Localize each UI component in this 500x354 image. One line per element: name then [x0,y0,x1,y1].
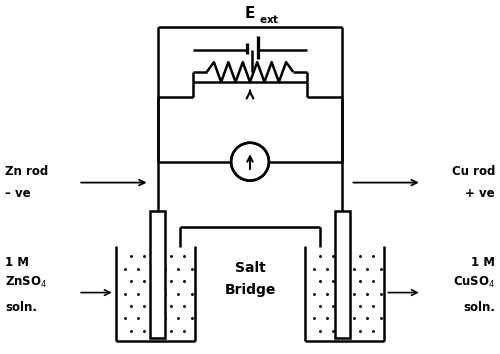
Text: – ve: – ve [5,187,30,200]
Text: Salt: Salt [234,261,266,275]
Text: $\mathbf{E}$: $\mathbf{E}$ [244,5,255,21]
Text: Cu rod: Cu rod [452,165,495,178]
Text: CuSO$_4$: CuSO$_4$ [452,275,495,290]
Circle shape [232,143,268,180]
Bar [334,211,349,338]
Text: Zn rod: Zn rod [5,165,49,178]
Text: soln.: soln. [463,301,495,314]
Text: ZnSO$_4$: ZnSO$_4$ [5,275,48,290]
Text: Bridge: Bridge [224,282,276,297]
Text: $\mathbf{ext}$: $\mathbf{ext}$ [259,13,280,25]
Text: 1 M: 1 M [5,256,29,269]
Text: 1 M: 1 M [471,256,495,269]
Text: soln.: soln. [5,301,37,314]
Bar [150,211,166,338]
Text: + ve: + ve [466,187,495,200]
